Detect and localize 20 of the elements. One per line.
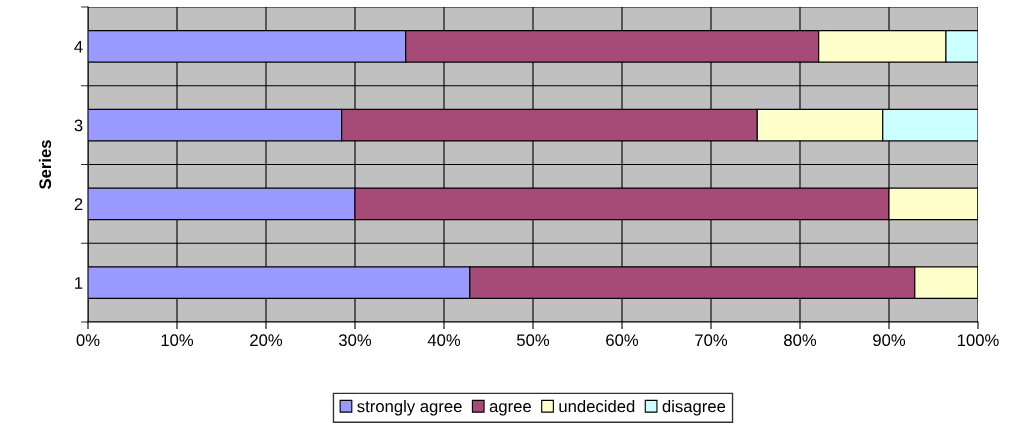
y-axis-title: Series xyxy=(38,140,52,190)
y-tick-label: 4 xyxy=(74,40,83,53)
y-tick-label: 1 xyxy=(75,277,83,289)
x-tick-label: 40% xyxy=(427,334,461,347)
x-tick-label: 80% xyxy=(784,334,817,347)
x-tick-label: 20% xyxy=(250,334,283,347)
x-tick-label: 0% xyxy=(76,334,100,347)
x-tick-label: 10% xyxy=(161,334,194,347)
y-tick-label: 2 xyxy=(74,198,83,210)
x-tick-label: 60% xyxy=(606,334,639,347)
legend-label: agree xyxy=(489,403,531,416)
x-tick-label: 50% xyxy=(516,334,550,347)
legend-label: strongly agree xyxy=(357,400,462,416)
x-tick-label: 70% xyxy=(695,334,728,347)
x-tick-label: 30% xyxy=(338,334,372,347)
legend-label: disagree xyxy=(662,400,726,416)
x-tick-label: 100% xyxy=(957,334,999,347)
x-tick-label: 90% xyxy=(873,334,906,347)
y-tick-label: 3 xyxy=(74,119,83,132)
legend-label: undecided xyxy=(559,400,635,413)
